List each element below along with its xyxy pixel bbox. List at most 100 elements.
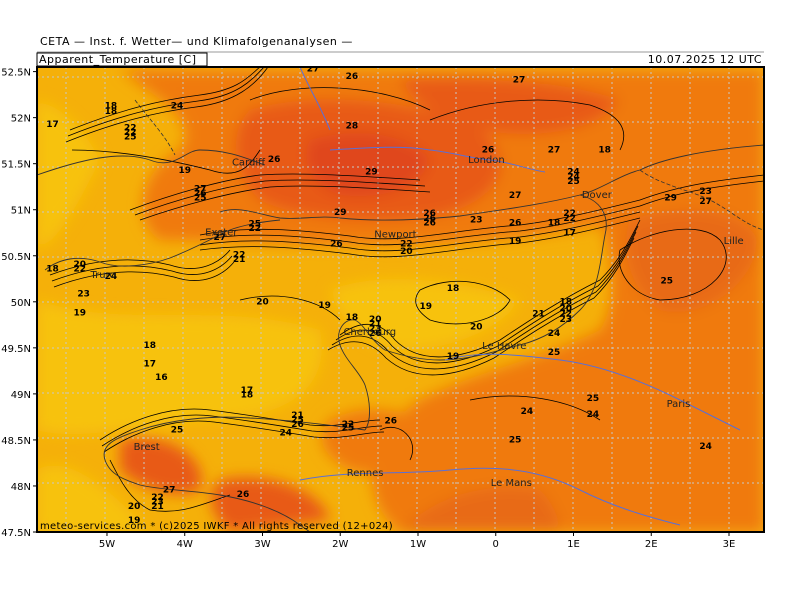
contour-label: 25 [661, 276, 674, 286]
country-borders [134, 99, 764, 231]
contour-label: 26 [194, 189, 207, 199]
contour-label: 18 [447, 284, 460, 294]
contour-label: 25 [509, 436, 522, 446]
contour-label: 22 [563, 214, 576, 224]
contour-label: 21 [233, 255, 246, 265]
contour-label: 20 [73, 260, 86, 270]
lon-tick-label: 2W [332, 539, 348, 550]
contour-label: 24 [587, 410, 600, 420]
coastlines [37, 144, 764, 532]
contour-label: 19 [447, 352, 460, 362]
contour-label: 26 [482, 146, 495, 156]
city-label-brest: Brest [134, 442, 160, 453]
contour-label: 24 [171, 101, 184, 111]
contour-label: 29 [334, 208, 347, 218]
lon-tick-label: 3W [254, 539, 270, 550]
contour-label: 26 [509, 218, 522, 228]
contour-label: 20 [369, 315, 382, 325]
contour-label: 25 [171, 426, 184, 436]
map-frame [36, 66, 765, 533]
lat-tick-label: 52N [11, 114, 31, 125]
lat-tick-label: 49N [11, 390, 31, 401]
contour-label: 22 [342, 420, 355, 430]
lon-tick-label: 4W [177, 539, 193, 550]
contour-label: 26 [385, 416, 398, 426]
contour-label: 22 [124, 128, 137, 138]
lat-tick-label: 48.5N [1, 436, 31, 447]
contour-label: 25 [342, 424, 355, 434]
contour-label: 21 [291, 411, 304, 421]
contour-label: 19 [128, 516, 141, 526]
contour-label: 25 [567, 177, 580, 187]
lon-tick-label: 3E [723, 539, 736, 550]
field-picardie-hot [626, 209, 760, 312]
variable-box [36, 52, 208, 67]
city-label-london: London [468, 155, 505, 166]
contour-label: 27 [163, 485, 176, 495]
contour-lines [49, 67, 764, 512]
field-cool-biscay [37, 465, 150, 532]
contour-label: 20 [256, 298, 269, 308]
lat-tick-label: 52.5N [1, 68, 31, 79]
contour-label: 26 [423, 209, 436, 219]
lat-tick-label: 49.5N [1, 344, 31, 355]
contour-label: 22 [73, 264, 86, 274]
field-brittany-warm [321, 409, 440, 474]
lon-tick-label: 2E [645, 539, 658, 550]
lat-tick-label: 50N [11, 298, 31, 309]
valid-time-label: 10.07.2025 12 UTC [647, 53, 762, 66]
lat-tick-label: 50.5N [1, 252, 31, 263]
contour-label: 17 [143, 359, 156, 369]
contour-label: 26 [423, 218, 436, 228]
contour-label: 18 [105, 107, 118, 117]
contour-label: 17 [563, 229, 576, 239]
contour-label: 18 [241, 391, 254, 401]
contour-label: 19 [318, 301, 331, 311]
contour-label: 23 [151, 497, 164, 507]
field-finistere-hot [120, 438, 202, 494]
city-label-dover: Dover [582, 190, 613, 201]
city-label-le-havre: Le Havre [482, 341, 526, 352]
contour-label: 24 [280, 428, 293, 438]
contour-label: 24 [105, 272, 118, 282]
contour-label: 24 [699, 442, 712, 452]
contour-label: 25 [548, 348, 561, 358]
graticule [37, 67, 764, 532]
contour-label: 19 [509, 237, 522, 247]
contour-label: 22 [151, 493, 164, 503]
lat-tick-label: 51N [11, 206, 31, 217]
contour-label: 19 [73, 309, 86, 319]
contour-label: 27 [513, 76, 526, 86]
contour-label: 18 [559, 298, 572, 308]
contour-label: 27 [548, 146, 561, 156]
axis-ticks: 52.5N 52N 51.5N 51N 50.5N 50N 49.5N 49N 48.5N 48N… [1, 68, 735, 550]
contour-label: 18 [598, 146, 611, 156]
contour-label: 18 [548, 218, 561, 228]
contour-label: 23 [77, 289, 90, 299]
contour-label: 17 [46, 120, 59, 130]
contour-label: 20 [128, 502, 141, 512]
contour-label: 26 [291, 420, 304, 430]
contour-label: 18 [346, 313, 359, 323]
contour-label: 29 [365, 168, 378, 178]
contour-label: 28 [346, 122, 359, 132]
contour-label: 18 [46, 264, 59, 274]
contour-label: 22 [248, 224, 261, 234]
city-label-le-mans: Le Mans [491, 478, 532, 489]
contour-label: 27 [307, 65, 320, 75]
contour-label: 22 [400, 240, 413, 250]
contour-label: 22 [233, 251, 246, 261]
variable-label: Apparent_Temperature [C] [39, 53, 197, 66]
lon-tick-label: 1E [567, 539, 580, 550]
temperature-field [37, 70, 764, 532]
field-cool-atlantic [37, 300, 322, 435]
contour-label: 22 [124, 124, 137, 134]
contour-label: 27 [194, 184, 207, 194]
contour-label: 20 [400, 247, 413, 257]
rivers [299, 67, 741, 526]
contour-label: 21 [369, 320, 382, 330]
city-label-truro: Truro [90, 270, 116, 281]
contour-label: 22 [563, 209, 576, 219]
